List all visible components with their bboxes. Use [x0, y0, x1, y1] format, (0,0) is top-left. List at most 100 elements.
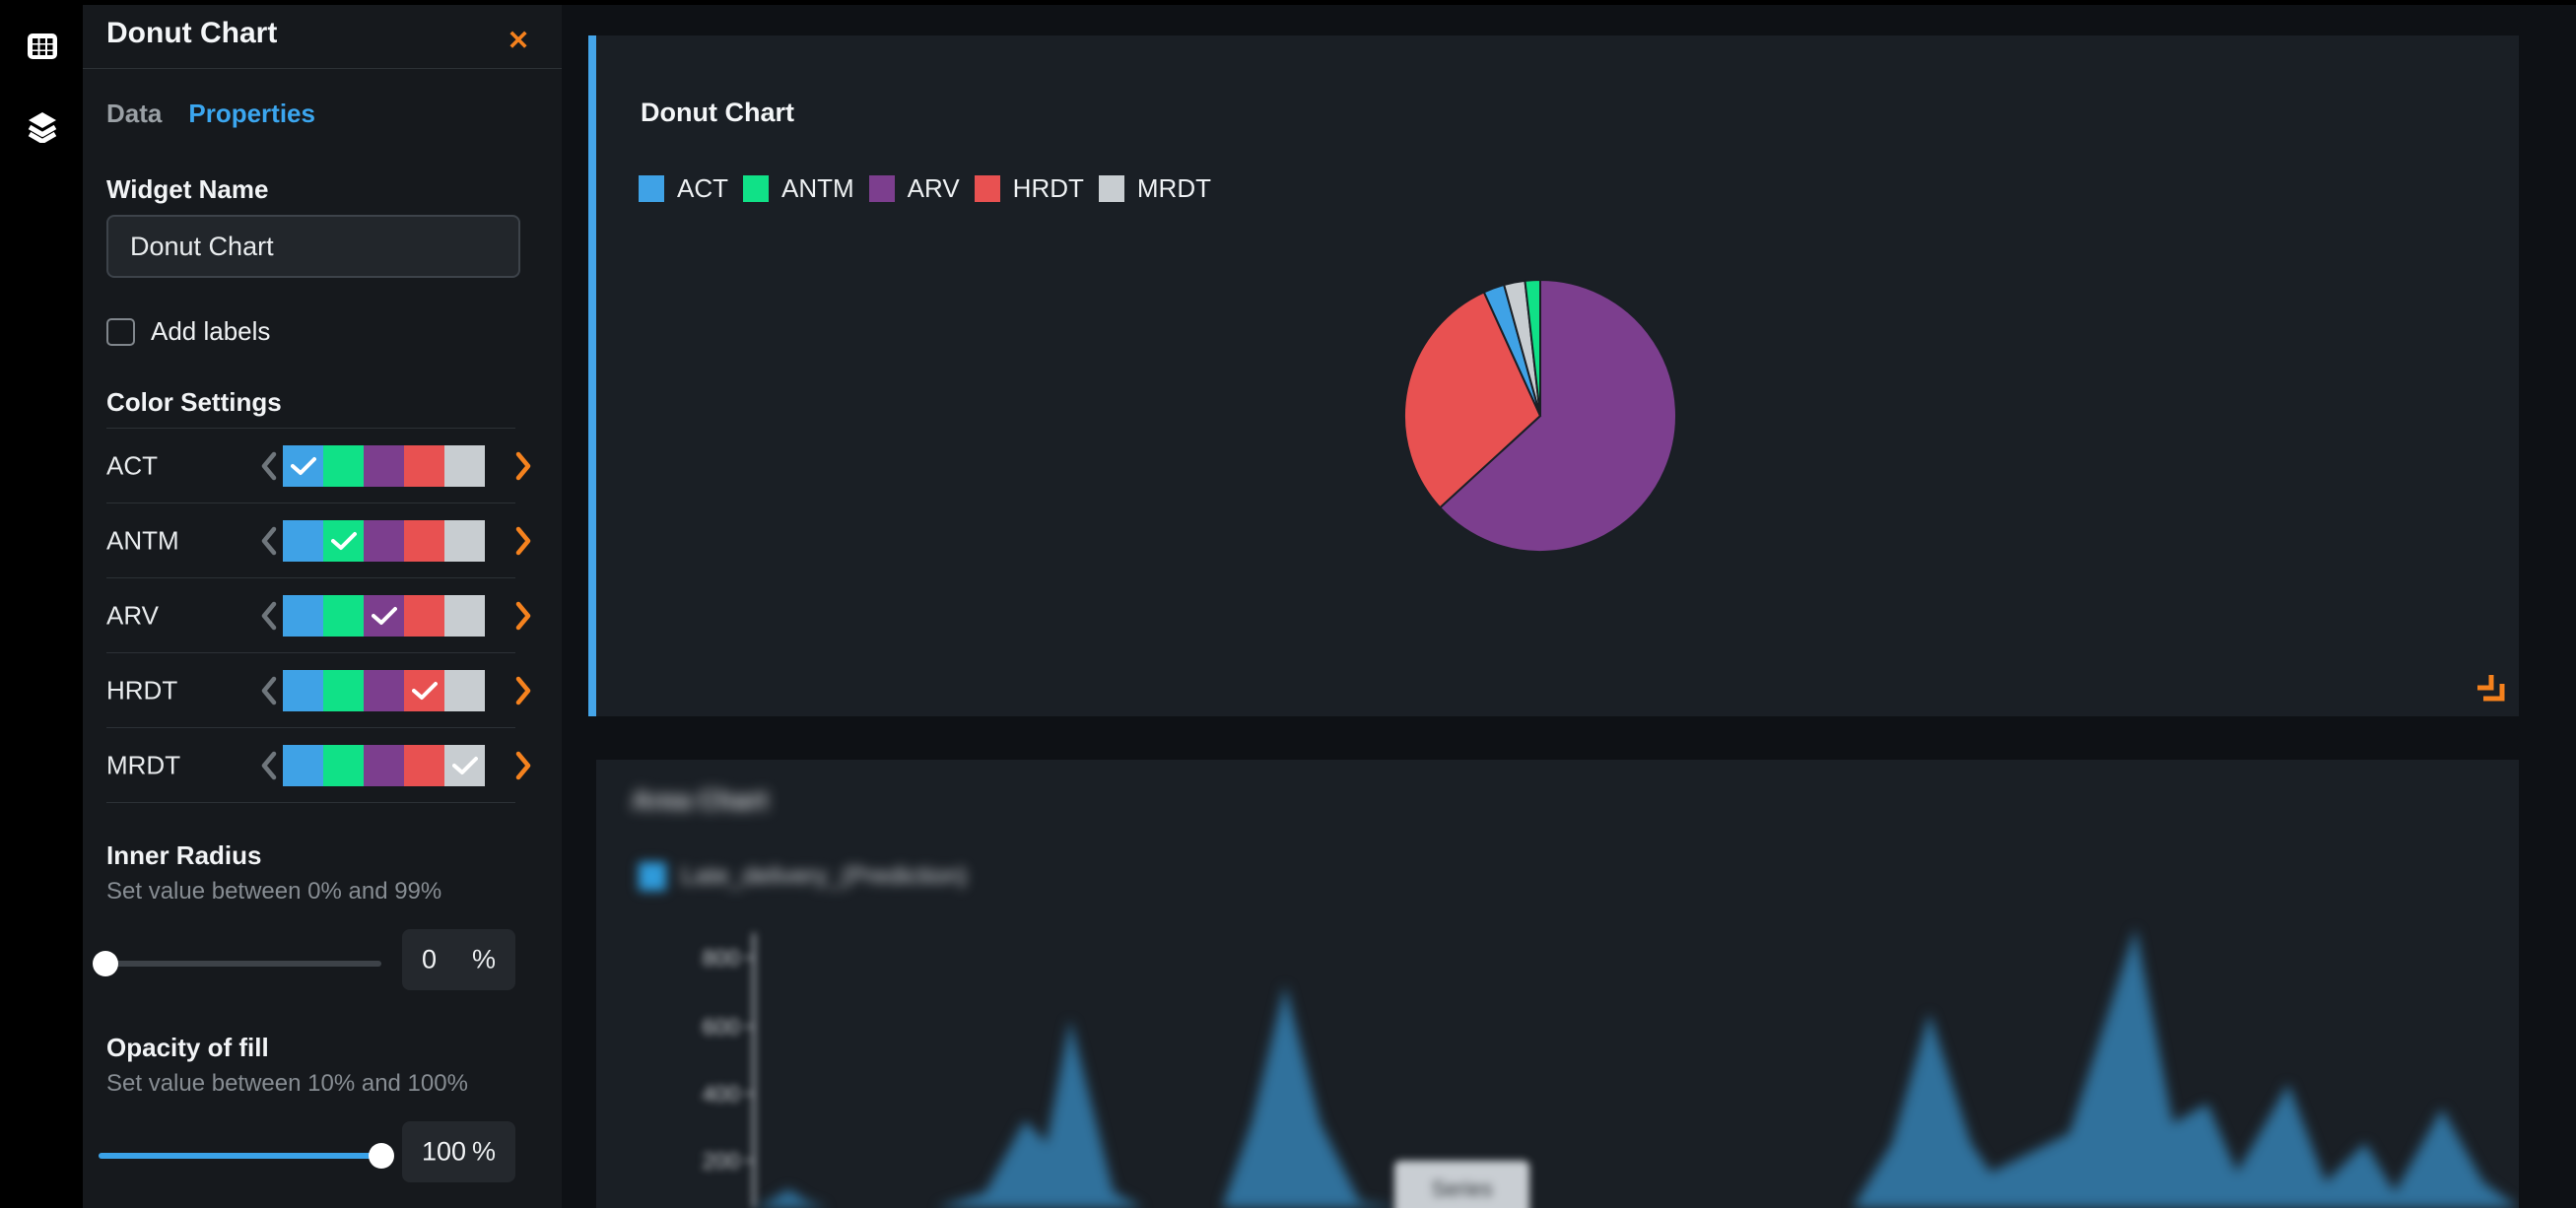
legend-swatch: [639, 175, 664, 202]
color-swatch-0[interactable]: [283, 519, 323, 562]
panel-tabs: Data Properties: [106, 99, 315, 129]
series-label: MRDT: [106, 750, 181, 779]
legend-label: ARV: [907, 173, 960, 203]
legend-item-act[interactable]: ACT: [639, 173, 728, 204]
color-swatch-2[interactable]: [364, 444, 404, 487]
color-settings-title: Color Settings: [106, 387, 282, 417]
color-swatch-2[interactable]: [364, 669, 404, 711]
area-legend-label-blurred: Late_delivery_(Prediction): [681, 862, 968, 890]
panel-title: Donut Chart: [106, 17, 278, 49]
palette-next-button[interactable]: [510, 749, 536, 782]
color-swatch-0[interactable]: [283, 444, 323, 487]
palette-strip: [283, 519, 485, 562]
legend-swatch: [743, 175, 769, 202]
color-swatch-3[interactable]: [404, 444, 444, 487]
color-swatch-2[interactable]: [364, 744, 404, 786]
palette-prev-button[interactable]: [256, 674, 282, 707]
series-label: ARV: [106, 600, 159, 630]
opacity-helper: Set value between 10% and 100%: [106, 1070, 468, 1097]
widget-name-input[interactable]: [106, 215, 520, 278]
series-label: HRDT: [106, 675, 178, 705]
tab-properties[interactable]: Properties: [188, 99, 315, 128]
palette-next-button[interactable]: [510, 449, 536, 483]
close-panel-button[interactable]: ✕: [501, 23, 536, 58]
color-swatch-1[interactable]: [323, 444, 364, 487]
opacity-slider-thumb[interactable]: [369, 1143, 394, 1169]
color-swatch-3[interactable]: [404, 594, 444, 637]
color-swatch-1[interactable]: [323, 594, 364, 637]
area-y-axis-blurred: 800 600 400 200: [703, 933, 756, 1208]
area-tick-label-blurred: 600: [703, 1014, 740, 1040]
widget-properties-panel: Donut Chart ✕ Data Properties Widget Nam…: [83, 5, 562, 1208]
area-tick-label-blurred: 400: [703, 1081, 740, 1107]
palette-strip: [283, 744, 485, 786]
area-chart-widget[interactable]: Area Chart Late_delivery_(Prediction) 80…: [596, 760, 2519, 1208]
add-labels-checkbox[interactable]: [106, 317, 135, 346]
color-setting-row-arv: ARV: [106, 578, 531, 653]
legend-swatch: [1098, 175, 1124, 202]
legend-item-antm[interactable]: ANTM: [743, 173, 854, 204]
donut-chart-widget[interactable]: Donut Chart ACT ANTM ARV HRDT MRDT: [588, 35, 2519, 716]
color-swatch-4[interactable]: [444, 444, 485, 487]
legend-item-arv[interactable]: ARV: [868, 173, 960, 204]
legend-label: HRDT: [1012, 173, 1084, 203]
area-chart-plot: 800 600 400 200: [703, 928, 2519, 1208]
color-swatch-4[interactable]: [444, 519, 485, 562]
widget-name-label: Widget Name: [106, 174, 269, 204]
donut-pie-chart: [1403, 278, 1677, 553]
opacity-value-box[interactable]: 100 %: [402, 1121, 515, 1182]
add-labels-row: Add labels: [106, 316, 270, 347]
color-swatch-1[interactable]: [323, 744, 364, 786]
opacity-slider-fill: [99, 1153, 381, 1159]
chart-tooltip-text-blurred: Series: [1431, 1176, 1493, 1201]
color-swatch-4[interactable]: [444, 744, 485, 786]
legend-label: ANTM: [781, 173, 854, 203]
color-swatch-3[interactable]: [404, 519, 444, 562]
pie-slice-hrdt[interactable]: [1403, 291, 1542, 509]
area-series-blurred: [754, 928, 2519, 1208]
color-swatch-4[interactable]: [444, 594, 485, 637]
color-swatch-1[interactable]: [323, 669, 364, 711]
grid-widgets-icon[interactable]: [27, 31, 58, 62]
legend-swatch: [868, 175, 895, 202]
area-legend-blurred: Late_delivery_(Prediction): [639, 862, 967, 891]
inner-radius-slider-track[interactable]: [99, 961, 381, 967]
chart-tooltip-blurred: Series: [1394, 1161, 1529, 1208]
inner-radius-value-box[interactable]: 0 %: [402, 929, 515, 990]
palette-strip: [283, 444, 485, 487]
opacity-unit: %: [471, 1136, 496, 1167]
palette-next-button[interactable]: [510, 674, 536, 707]
color-swatch-3[interactable]: [404, 669, 444, 711]
legend-item-hrdt[interactable]: HRDT: [974, 173, 1084, 204]
pie-slice-arv[interactable]: [1438, 278, 1677, 553]
color-swatch-4[interactable]: [444, 669, 485, 711]
palette-next-button[interactable]: [510, 524, 536, 558]
series-label: ACT: [106, 450, 158, 480]
palette-prev-button[interactable]: [256, 749, 282, 782]
color-setting-row-mrdt: MRDT: [106, 728, 531, 803]
color-swatch-3[interactable]: [404, 744, 444, 786]
color-swatch-2[interactable]: [364, 519, 404, 562]
color-swatch-2[interactable]: [364, 594, 404, 637]
resize-handle-icon[interactable]: [2471, 671, 2510, 715]
color-swatch-0[interactable]: [283, 669, 323, 711]
inner-radius-slider-thumb[interactable]: [93, 951, 118, 976]
palette-prev-button[interactable]: [256, 449, 282, 483]
donut-widget-title: Donut Chart: [641, 98, 794, 127]
header-divider: [83, 68, 562, 69]
pie-slice-antm[interactable]: [1524, 278, 1541, 417]
app-icon-rail: [0, 0, 83, 1208]
add-labels-label: Add labels: [151, 316, 271, 346]
layers-icon[interactable]: [27, 111, 58, 144]
color-swatch-0[interactable]: [283, 594, 323, 637]
color-setting-row-act: ACT: [106, 429, 531, 503]
color-swatch-0[interactable]: [283, 744, 323, 786]
legend-item-mrdt[interactable]: MRDT: [1098, 173, 1211, 204]
palette-prev-button[interactable]: [256, 599, 282, 633]
palette-next-button[interactable]: [510, 599, 536, 633]
color-swatch-1[interactable]: [323, 519, 364, 562]
palette-prev-button[interactable]: [256, 524, 282, 558]
legend-label: MRDT: [1136, 173, 1211, 203]
inner-radius-value: 0: [422, 944, 438, 974]
tab-data[interactable]: Data: [106, 99, 163, 128]
